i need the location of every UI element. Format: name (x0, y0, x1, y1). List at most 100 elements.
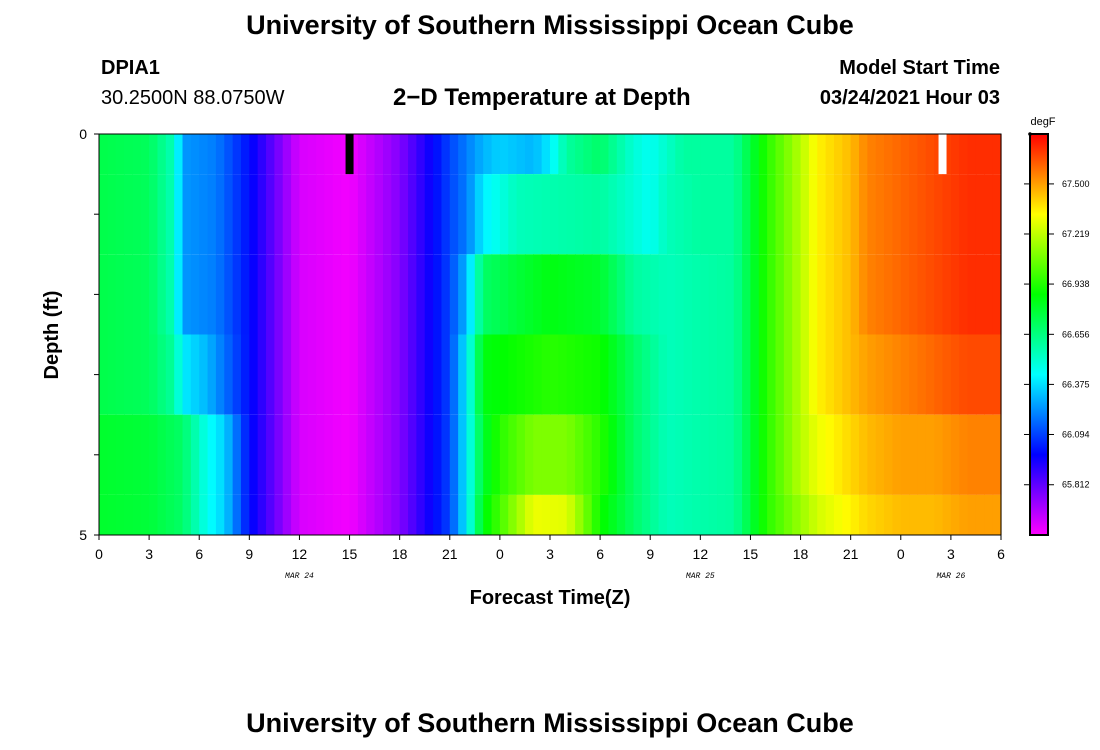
heat-cell (550, 174, 559, 255)
heat-cell (474, 414, 484, 495)
heat-cell (257, 134, 267, 175)
heat-cell (825, 414, 835, 495)
heat-cell (508, 414, 518, 495)
heat-cell (550, 134, 559, 175)
heat-cell (182, 254, 192, 335)
heat-cell (149, 334, 159, 415)
heat-cell (190, 494, 200, 535)
heat-cell (833, 254, 843, 335)
x-tick-label: 18 (793, 546, 809, 562)
heat-cell (157, 254, 167, 335)
heat-cell (349, 414, 359, 495)
heat-cell (666, 494, 676, 535)
heat-cell (149, 414, 159, 495)
heat-cell (633, 334, 643, 415)
y-tick-label: 0 (79, 126, 87, 142)
heat-cell (140, 174, 150, 255)
heat-cell (215, 414, 225, 495)
heat-cell (591, 414, 601, 495)
heat-cell (516, 174, 526, 255)
heat-cell (700, 334, 710, 415)
heat-cell (140, 134, 150, 175)
heat-cell (391, 174, 401, 255)
heat-cell (357, 494, 367, 535)
heat-cell (917, 334, 927, 415)
heat-cell (658, 414, 668, 495)
heat-cell (641, 494, 651, 535)
heat-cell (524, 134, 534, 175)
heat-cell (608, 254, 618, 335)
heat-cell (817, 334, 827, 415)
heat-cell (675, 254, 685, 335)
heat-cell (282, 334, 292, 415)
heat-cell (583, 334, 593, 415)
heat-cell (892, 334, 902, 415)
heat-cell (399, 174, 409, 255)
heat-cell (324, 134, 334, 175)
heat-cell (775, 174, 785, 255)
heat-cell (859, 134, 868, 175)
colorbar (1029, 133, 1049, 536)
heat-cell (215, 254, 225, 335)
heat-cell (174, 174, 184, 255)
heat-cell (307, 494, 317, 535)
heat-cell (650, 174, 660, 255)
heat-cell (591, 134, 601, 175)
heat-cell (508, 134, 518, 175)
heat-cell (708, 254, 718, 335)
heat-cell (925, 134, 935, 175)
heat-cell (541, 494, 551, 535)
heat-cell (925, 334, 935, 415)
heat-cell (725, 334, 735, 415)
heat-cell (190, 174, 200, 255)
heat-cell (541, 414, 551, 495)
heat-cell (458, 414, 468, 495)
heat-cell (934, 414, 944, 495)
heat-cell (474, 494, 484, 535)
heat-cell (349, 334, 359, 415)
heat-cell (266, 174, 275, 255)
heat-cell (575, 414, 585, 495)
heat-cell (691, 134, 701, 175)
heat-cell (800, 134, 810, 175)
heat-cell (583, 174, 593, 255)
heat-cell (215, 494, 225, 535)
heat-cell (666, 134, 676, 175)
date-label: MAR 24 (285, 572, 314, 581)
heat-cell (307, 134, 317, 175)
heat-cell (174, 414, 184, 495)
heat-cell (357, 334, 367, 415)
heat-cell (583, 494, 593, 535)
heat-cell (533, 174, 543, 255)
heat-cell (341, 174, 351, 255)
heat-cell (391, 254, 401, 335)
heat-cell (516, 414, 526, 495)
heat-cell (700, 134, 710, 175)
heat-cell (925, 254, 935, 335)
heat-cell (733, 494, 743, 535)
heat-cell (416, 254, 426, 335)
heat-cell (190, 134, 200, 175)
heat-cell (382, 134, 392, 175)
heat-cell (625, 494, 635, 535)
date-label: MAR 25 (686, 572, 715, 581)
heat-cell (391, 414, 401, 495)
heat-cell (382, 174, 392, 255)
heat-cell (282, 414, 292, 495)
heat-cell (240, 494, 250, 535)
heat-cell (458, 134, 468, 175)
heat-cell (190, 254, 200, 335)
heat-cell (708, 414, 718, 495)
heat-cell (533, 254, 543, 335)
heat-cell (165, 134, 175, 175)
heat-cell (149, 134, 159, 175)
heat-cell (240, 254, 250, 335)
heat-cell (165, 494, 175, 535)
heat-cell (783, 174, 793, 255)
heat-cell (641, 254, 651, 335)
heat-cell (717, 334, 726, 415)
model-start-label: Model Start Time (839, 57, 1000, 79)
heat-cell (307, 254, 317, 335)
heat-cell (399, 334, 409, 415)
heat-cell (391, 334, 401, 415)
